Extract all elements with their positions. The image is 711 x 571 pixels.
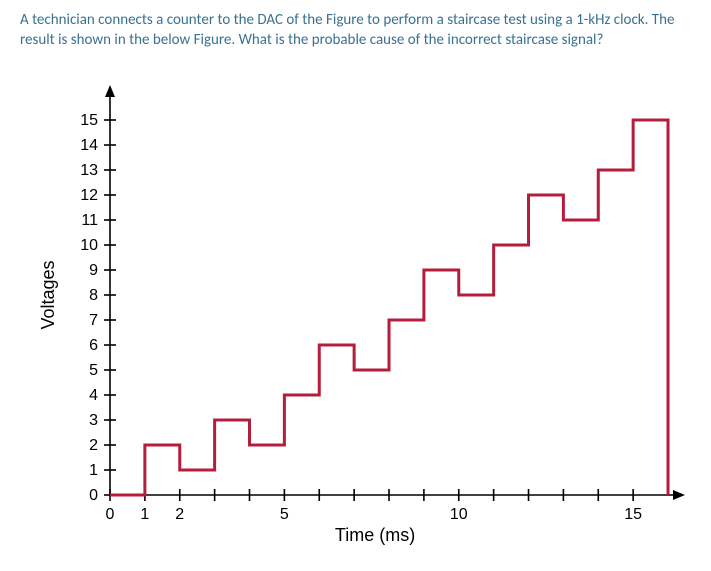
svg-text:Voltages: Voltages (38, 260, 58, 329)
svg-text:14: 14 (80, 137, 98, 154)
svg-text:8: 8 (89, 287, 98, 304)
staircase-chart: 012345678910111213141501251015Time (ms)V… (25, 85, 695, 565)
chart-svg: 012345678910111213141501251015Time (ms)V… (25, 85, 695, 555)
svg-text:1: 1 (89, 462, 98, 479)
svg-text:10: 10 (80, 237, 98, 254)
svg-text:4: 4 (89, 387, 98, 404)
svg-text:0: 0 (106, 506, 115, 523)
svg-text:1: 1 (140, 506, 149, 523)
svg-text:5: 5 (280, 506, 289, 523)
svg-text:7: 7 (89, 312, 98, 329)
svg-text:13: 13 (80, 162, 98, 179)
svg-text:10: 10 (450, 506, 468, 523)
svg-text:12: 12 (80, 187, 98, 204)
svg-text:15: 15 (624, 506, 642, 523)
svg-text:2: 2 (175, 506, 184, 523)
svg-text:11: 11 (81, 212, 98, 229)
svg-text:3: 3 (89, 412, 98, 429)
svg-text:5: 5 (89, 362, 98, 379)
svg-text:15: 15 (80, 112, 98, 129)
svg-text:0: 0 (89, 487, 98, 504)
svg-text:9: 9 (89, 262, 98, 279)
svg-text:Time (ms): Time (ms) (335, 525, 415, 545)
svg-text:2: 2 (89, 437, 98, 454)
svg-text:6: 6 (89, 337, 98, 354)
question-text: A technician connects a counter to the D… (20, 10, 680, 51)
